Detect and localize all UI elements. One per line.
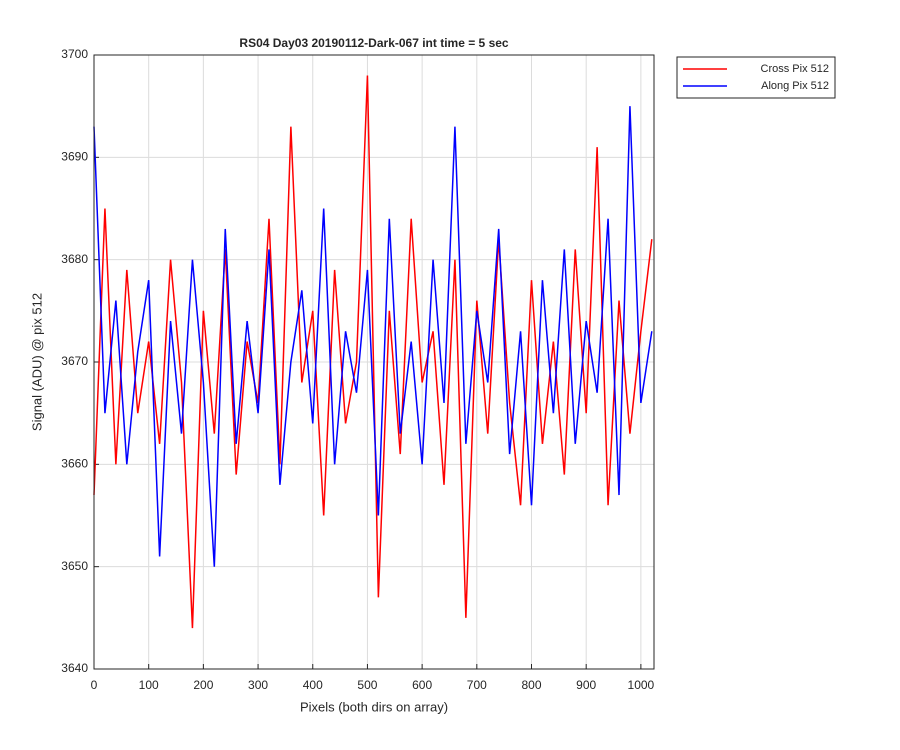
x-tick-label: 200	[193, 678, 213, 692]
x-tick-label: 800	[521, 678, 541, 692]
y-tick-label: 3650	[61, 559, 88, 573]
x-tick-label: 500	[357, 678, 377, 692]
y-tick-label: 3700	[61, 47, 88, 61]
series-line	[93, 106, 653, 567]
axes-box	[93, 54, 655, 670]
x-tick-label: 900	[576, 678, 596, 692]
y-tick-label: 3680	[61, 252, 88, 266]
y-tick-label: 3670	[61, 354, 88, 368]
chart-title: RS04 Day03 20190112-Dark-067 int time = …	[239, 36, 509, 50]
legend-box	[676, 56, 836, 99]
y-tick-label: 3640	[61, 661, 88, 675]
y-tick-label: 3660	[61, 457, 88, 471]
x-tick-label: 0	[91, 678, 98, 692]
x-tick-label: 700	[467, 678, 487, 692]
x-tick-label: 1000	[628, 678, 655, 692]
legend-label: Along Pix 512	[761, 80, 829, 92]
x-tick-label: 600	[412, 678, 432, 692]
x-tick-label: 100	[139, 678, 159, 692]
x-tick-label: 400	[303, 678, 323, 692]
x-axis-label: Pixels (both dirs on array)	[300, 699, 448, 714]
series-line	[93, 75, 653, 629]
x-tick-label: 300	[248, 678, 268, 692]
y-axis-label: Signal (ADU) @ pix 512	[29, 293, 44, 431]
y-tick-label: 3690	[61, 150, 88, 164]
legend-label: Cross Pix 512	[761, 63, 829, 75]
